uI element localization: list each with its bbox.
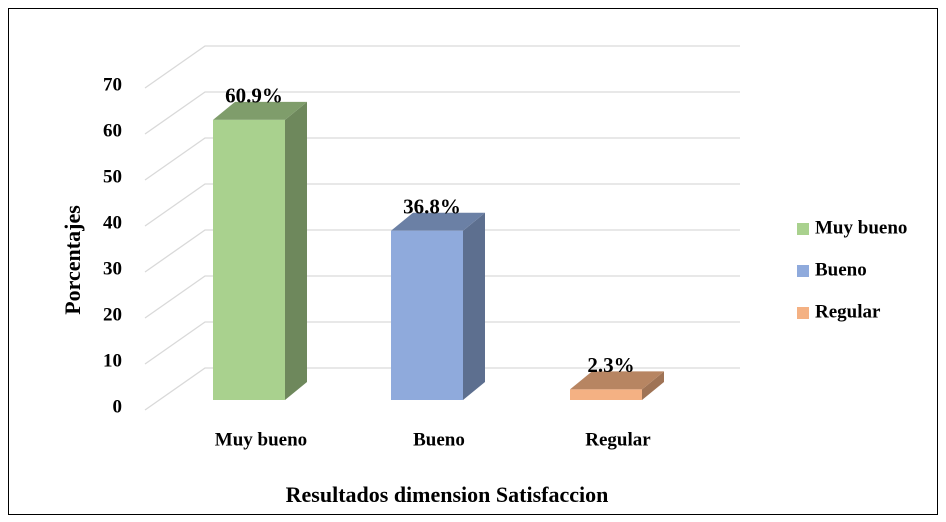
legend-swatch <box>797 265 809 277</box>
grid-line <box>144 229 740 273</box>
grid-line <box>144 91 740 135</box>
bar-side <box>463 212 485 400</box>
bar-top <box>391 212 485 231</box>
legend-label: Regular <box>815 301 881 322</box>
x-tick-label: Muy bueno <box>215 429 307 450</box>
x-tick-label: Bueno <box>413 429 465 450</box>
data-label: 60.9% <box>225 84 283 108</box>
legend-label: Muy bueno <box>815 217 907 238</box>
y-tick-label: 50 <box>103 166 122 187</box>
y-tick-label: 40 <box>103 212 122 233</box>
bar-side <box>285 101 307 401</box>
grid-line <box>144 275 740 319</box>
bar-top <box>213 101 307 120</box>
y-tick-label: 30 <box>103 258 122 279</box>
legend-swatch <box>797 223 809 235</box>
x-axis-label: Resultados dimension Satisfaccion <box>286 482 609 507</box>
bar <box>213 119 285 401</box>
legend-swatch <box>797 307 809 319</box>
grid-line <box>144 137 740 181</box>
bar-top <box>570 371 664 390</box>
y-axis-label: Porcentajes <box>60 205 85 315</box>
bar-side <box>642 371 664 400</box>
data-label: 36.8% <box>403 195 461 219</box>
grid-line <box>144 45 740 89</box>
y-tick-label: 0 <box>113 396 123 417</box>
x-tick-label: Regular <box>585 429 651 450</box>
y-tick-label: 70 <box>103 74 122 95</box>
bar <box>391 230 463 400</box>
grid-line <box>144 367 740 411</box>
y-tick-label: 20 <box>103 304 122 325</box>
grid-line <box>144 321 740 365</box>
y-tick-label: 10 <box>103 350 122 371</box>
y-tick-label: 60 <box>103 120 122 141</box>
legend-label: Bueno <box>815 259 867 280</box>
grid-line <box>144 183 740 227</box>
bar <box>570 389 642 400</box>
data-label: 2.3% <box>587 353 634 377</box>
